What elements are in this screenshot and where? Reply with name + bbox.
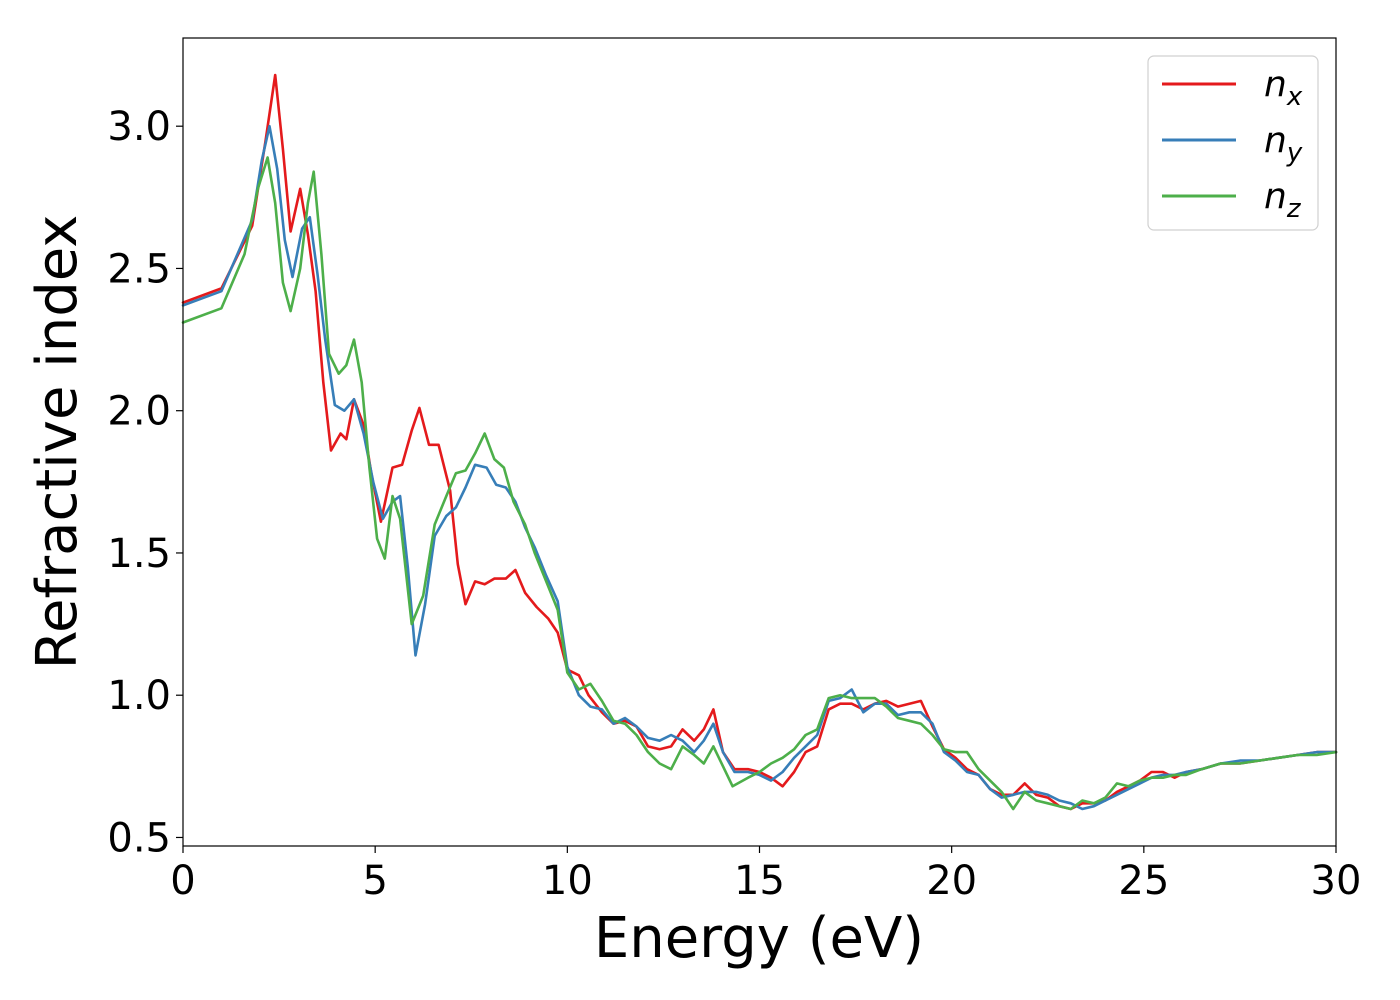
y-tick-label: 1.0 <box>107 673 171 719</box>
x-axis-title: Energy (eV) <box>594 906 924 971</box>
legend-label-nx: nx <box>1264 64 1303 112</box>
series-line-nz <box>181 156 1338 811</box>
y-tick-label: 3.0 <box>107 104 171 150</box>
y-tick-label: 0.5 <box>107 815 171 861</box>
series-layer <box>181 73 1338 811</box>
x-tick-label: 25 <box>1118 858 1169 904</box>
x-axis-ticks: 0 5 10 15 20 25 30 <box>170 846 1361 904</box>
legend-label-nz: nz <box>1264 176 1302 224</box>
x-tick-label: 15 <box>734 858 785 904</box>
x-tick-label: 10 <box>542 858 593 904</box>
y-tick-label: 2.5 <box>107 246 171 292</box>
plot-background <box>183 38 1336 846</box>
y-tick-label: 2.0 <box>107 389 171 435</box>
x-tick-label: 0 <box>170 858 195 904</box>
series-line-ny <box>181 124 1338 811</box>
legend-label-ny: ny <box>1264 120 1303 168</box>
y-tick-label: 1.5 <box>107 531 171 577</box>
x-tick-label: 5 <box>362 858 387 904</box>
x-tick-label: 30 <box>1311 858 1362 904</box>
x-tick-label: 20 <box>926 858 977 904</box>
y-axis-ticks: 0.5 1.0 1.5 2.0 2.5 3.0 <box>107 104 183 861</box>
legend-box <box>1147 55 1319 231</box>
legend: nx ny nz <box>1147 55 1319 231</box>
y-axis-title: Refractive index <box>25 215 90 670</box>
